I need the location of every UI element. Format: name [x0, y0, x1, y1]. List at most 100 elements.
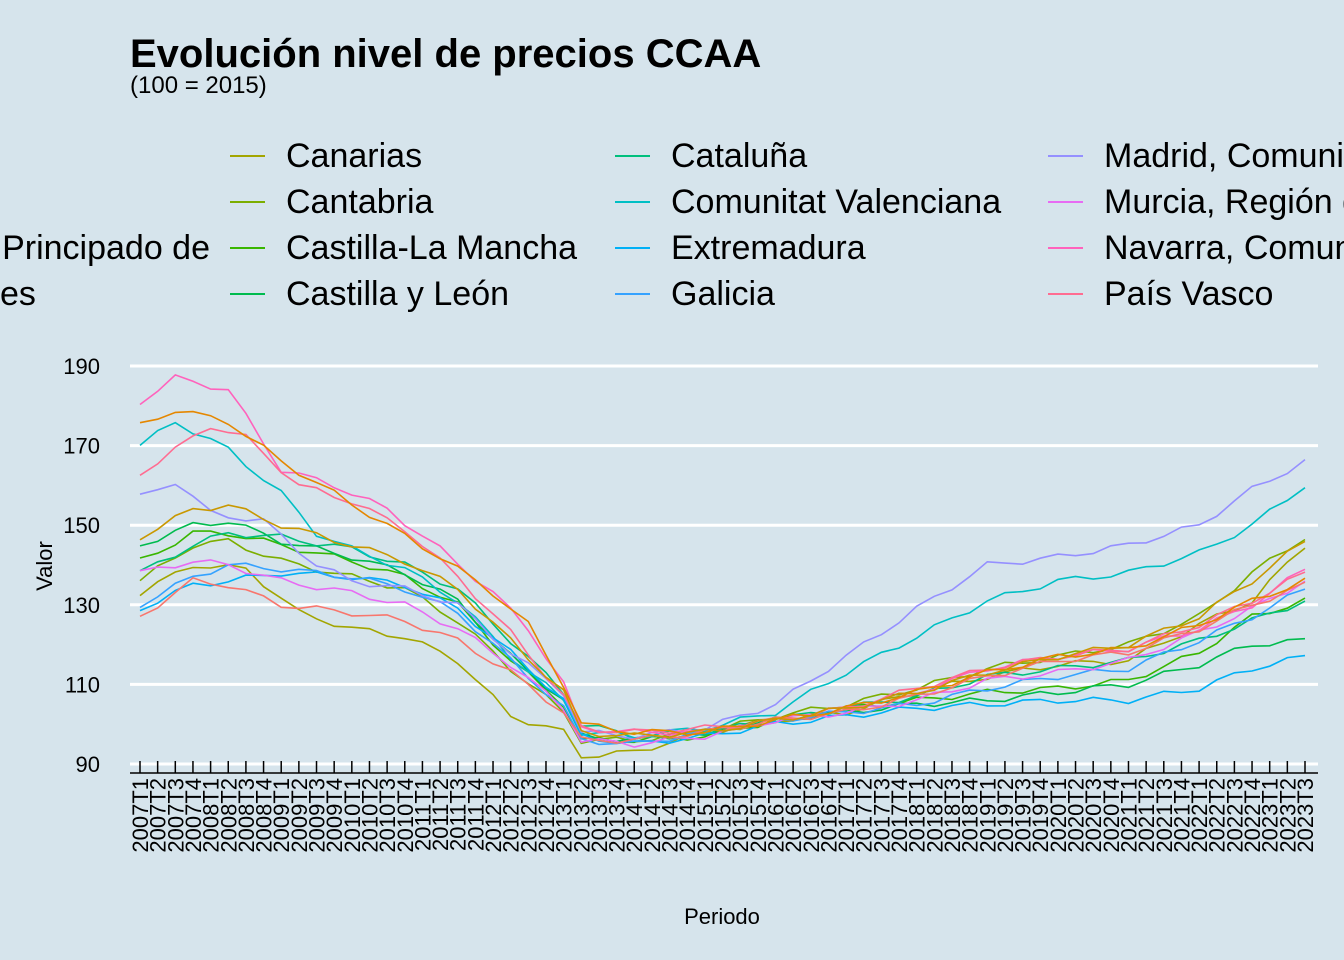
y-tick-label: 130 [63, 593, 100, 618]
legend-label-partial: Principado de [2, 229, 210, 267]
x-tick-label: 2016T3 [799, 778, 824, 853]
series-line-castilla-y-le-n [139, 521, 1306, 743]
x-tick-label: 2022T1 [1187, 778, 1212, 853]
x-tick-label: 2010T1 [340, 778, 365, 853]
y-tick-label: 150 [63, 513, 100, 538]
x-tick-label: 2010T2 [357, 778, 382, 853]
x-tick-label: 2012T2 [499, 778, 524, 853]
x-tick-label: 2008T1 [199, 778, 224, 853]
legend-label-navarra-comunidad-foral-de: Navarra, Comunidad Foral de [1104, 229, 1344, 267]
x-tick-label: 2021T2 [1134, 778, 1159, 853]
x-tick-label: 2009T2 [287, 778, 312, 853]
x-tick-label: 2009T1 [269, 778, 294, 853]
y-tick-label: 110 [65, 672, 100, 697]
x-tick-label: 2023T1 [1258, 778, 1283, 853]
y-axis-label: Valor [32, 541, 57, 591]
x-tick-label: 2011T4 [463, 778, 488, 851]
x-tick-label: 2007T2 [146, 778, 171, 853]
x-tick-label: 2010T3 [375, 778, 400, 853]
x-tick-label: 2011T1 [410, 778, 435, 851]
x-tick-label: 2008T4 [252, 778, 277, 853]
y-tick-label: 90 [76, 752, 100, 777]
x-tick-label: 2011T3 [446, 778, 471, 851]
x-tick-label: 2022T3 [1222, 778, 1247, 853]
legend: Canarias Cantabria Castilla-La Mancha Casti… [0, 137, 1344, 313]
x-tick-label: 2018T2 [922, 778, 947, 853]
legend-label-madrid-comunidad-de: Madrid, Comunidad de [1104, 137, 1344, 175]
x-tick-label: 2017T1 [834, 778, 859, 853]
y-tick-label: 170 [63, 434, 100, 459]
x-tick-label: 2021T3 [1152, 778, 1177, 853]
x-tick-label: 2015T3 [728, 778, 753, 853]
x-tick-label: 2013T2 [569, 778, 594, 853]
x-tick-label: 2021T4 [1169, 778, 1194, 853]
x-axis: 2007T12007T22007T32007T42008T12008T22008… [128, 761, 1318, 853]
x-tick-label: 2012T4 [534, 778, 559, 853]
x-tick-label: 2009T4 [322, 778, 347, 853]
grid-lines [130, 364, 1318, 766]
x-tick-label: 2019T2 [993, 778, 1018, 853]
x-tick-label: 2019T4 [1028, 778, 1053, 853]
x-tick-label: 2020T1 [1046, 778, 1071, 853]
series-lines [139, 373, 1306, 759]
x-tick-label: 2012T1 [481, 778, 506, 853]
x-tick-label: 2013T1 [552, 778, 577, 853]
x-tick-label: 2015T2 [711, 778, 736, 853]
x-tick-label: 2008T3 [234, 778, 259, 853]
legend-label-extremadura: Extremadura [671, 229, 866, 267]
x-tick-label: 2020T2 [1064, 778, 1089, 853]
x-tick-label: 2007T3 [163, 778, 188, 853]
legend-label-pa-s-vasco: País Vasco [1104, 275, 1273, 313]
x-tick-label: 2015T1 [693, 778, 718, 853]
x-tick-label: 2014T1 [622, 778, 647, 853]
x-tick-label: 2013T4 [605, 778, 630, 853]
x-tick-label: 2019T1 [975, 778, 1000, 853]
legend-label-murcia-regi-n-de: Murcia, Región de [1104, 183, 1344, 221]
x-tick-label: 2015T4 [746, 778, 771, 853]
series-line-catalu-a [139, 531, 1306, 741]
x-tick-label: 2014T4 [675, 778, 700, 853]
x-tick-label: 2016T1 [763, 778, 788, 853]
x-tick-label: 2018T3 [940, 778, 965, 853]
x-tick-label: 2012T3 [516, 778, 541, 853]
y-axis: 90 110 130 150 170 190 [63, 354, 100, 777]
x-tick-label: 2017T3 [869, 778, 894, 853]
legend-label-castilla-la-mancha: Castilla-La Mancha [286, 229, 577, 267]
x-tick-label: 2018T1 [905, 778, 930, 853]
legend-label-cantabria: Cantabria [286, 183, 434, 221]
x-tick-label: 2011T2 [428, 778, 453, 851]
x-tick-label: 2023T3 [1293, 778, 1318, 853]
x-tick-label: 2014T2 [640, 778, 665, 853]
x-tick-label: 2013T3 [587, 778, 612, 853]
x-tick-label: 2021T1 [1116, 778, 1141, 853]
x-tick-label: 2020T3 [1081, 778, 1106, 853]
x-tick-label: 2007T1 [128, 778, 153, 853]
legend-label-partial: es [0, 275, 36, 313]
legend-label-galicia: Galicia [671, 275, 775, 313]
series-line [139, 576, 1306, 745]
x-tick-label: 2017T2 [852, 778, 877, 853]
legend-label-castilla-y-le-n: Castilla y León [286, 275, 509, 313]
x-tick-label: 2014T3 [658, 778, 683, 853]
x-tick-label: 2008T2 [216, 778, 241, 853]
series-line [139, 504, 1306, 739]
legend-label-catalu-a: Cataluña [671, 137, 807, 175]
legend-label-canarias: Canarias [286, 137, 422, 175]
x-tick-label: 2018T4 [958, 778, 983, 853]
x-tick-label: 2009T3 [305, 778, 330, 853]
chart-subtitle: (100 = 2015) [130, 72, 267, 99]
series-line-madrid-comunidad-de [139, 458, 1306, 740]
x-tick-label: 2019T3 [1011, 778, 1036, 853]
chart-title: Evolución nivel de precios CCAA [130, 32, 762, 76]
legend-label-comunitat-valenciana: Comunitat Valenciana [671, 183, 1001, 221]
x-tick-label: 2007T4 [181, 778, 206, 853]
x-tick-label: 2023T2 [1275, 778, 1300, 853]
x-tick-label: 2020T4 [1099, 778, 1124, 853]
x-axis-label: Periodo [684, 904, 760, 929]
x-tick-label: 2016T2 [781, 778, 806, 853]
series-line-castilla-la-mancha [139, 530, 1306, 744]
x-tick-label: 2016T4 [816, 778, 841, 853]
x-tick-label: 2022T4 [1240, 778, 1265, 853]
